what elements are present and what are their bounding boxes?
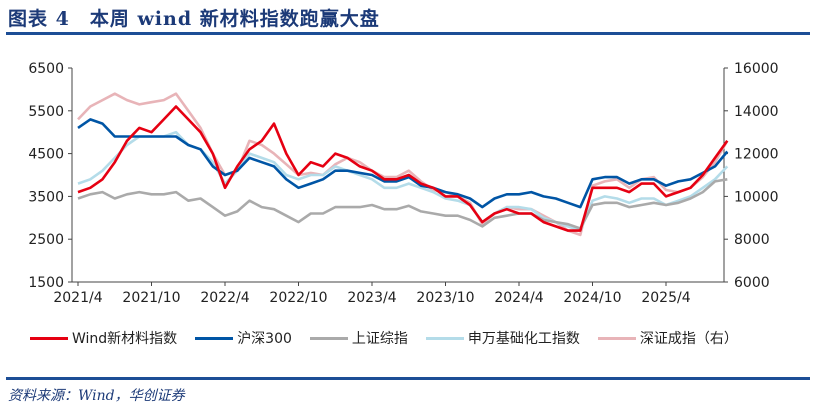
legend-label: 沪深300: [237, 331, 292, 347]
y-left-tick-label: 5500: [28, 104, 64, 120]
legend-item: 沪深300: [195, 328, 292, 348]
x-tick-label: 2024/4: [494, 290, 543, 306]
y-right-tick-label: 10000: [734, 189, 779, 205]
figure-title: 图表 4 本周 wind 新材料指数跑赢大盘: [8, 8, 380, 30]
x-tick-label: 2024/10: [563, 290, 621, 306]
source-rule: [6, 377, 810, 380]
y-right-tick-label: 12000: [734, 147, 779, 163]
line-chart: 1500 2500 3500 4500 5500 6500 6000 8000 10000 120…: [28, 61, 779, 306]
legend-item: 深证成指（右）: [597, 328, 738, 348]
x-tick-label: 2022/4: [200, 290, 249, 306]
y-left-tick-label: 1500: [28, 275, 64, 291]
series-line-深证成指（右）: [77, 92, 729, 237]
legend-label: Wind新材料指数: [72, 331, 178, 347]
x-tick-label: 2025/4: [641, 290, 690, 306]
y-right-tick-label: 8000: [734, 232, 770, 248]
legend-swatch: [309, 336, 348, 340]
y-left-tick-label: 2500: [28, 232, 64, 248]
x-tick-label: 2023/10: [416, 290, 474, 306]
x-tick-label: 2023/4: [347, 290, 396, 306]
y-right-tick-label: 16000: [734, 61, 779, 77]
source-note: 资料来源：Wind，华创证券: [8, 388, 185, 404]
y-left-tick-label: 6500: [28, 61, 64, 77]
series-line-Wind新材料指数: [77, 105, 729, 232]
y-left-tick-label: 3500: [28, 189, 64, 205]
series-line-申万基础化工指数: [77, 130, 729, 232]
legend-item: 申万基础化工指数: [425, 328, 580, 348]
legend-swatch: [195, 336, 234, 340]
x-tick-label: 2021/4: [53, 290, 102, 306]
legend-swatch: [30, 336, 68, 340]
legend-swatch: [597, 336, 636, 340]
y-left-tick-label: 4500: [28, 147, 64, 163]
y-right-tick-label: 14000: [734, 104, 779, 120]
legend: Wind新材料指数 沪深300 上证综指 申万基础化工指数 深证成指（右）: [30, 328, 738, 348]
legend-label: 上证综指: [351, 331, 408, 347]
legend-swatch: [425, 336, 464, 340]
series-line-上证综指: [77, 178, 728, 230]
series-line-沪深300: [77, 118, 729, 209]
legend-item: 上证综指: [309, 328, 408, 348]
legend-label: 申万基础化工指数: [467, 331, 580, 347]
x-tick-label: 2021/10: [122, 290, 180, 306]
title-rule: [6, 32, 810, 35]
legend-item: Wind新材料指数: [30, 328, 177, 348]
legend-label: 深证成指（右）: [639, 331, 738, 347]
y-right-tick-label: 6000: [734, 275, 770, 291]
x-tick-label: 2022/10: [269, 290, 327, 306]
